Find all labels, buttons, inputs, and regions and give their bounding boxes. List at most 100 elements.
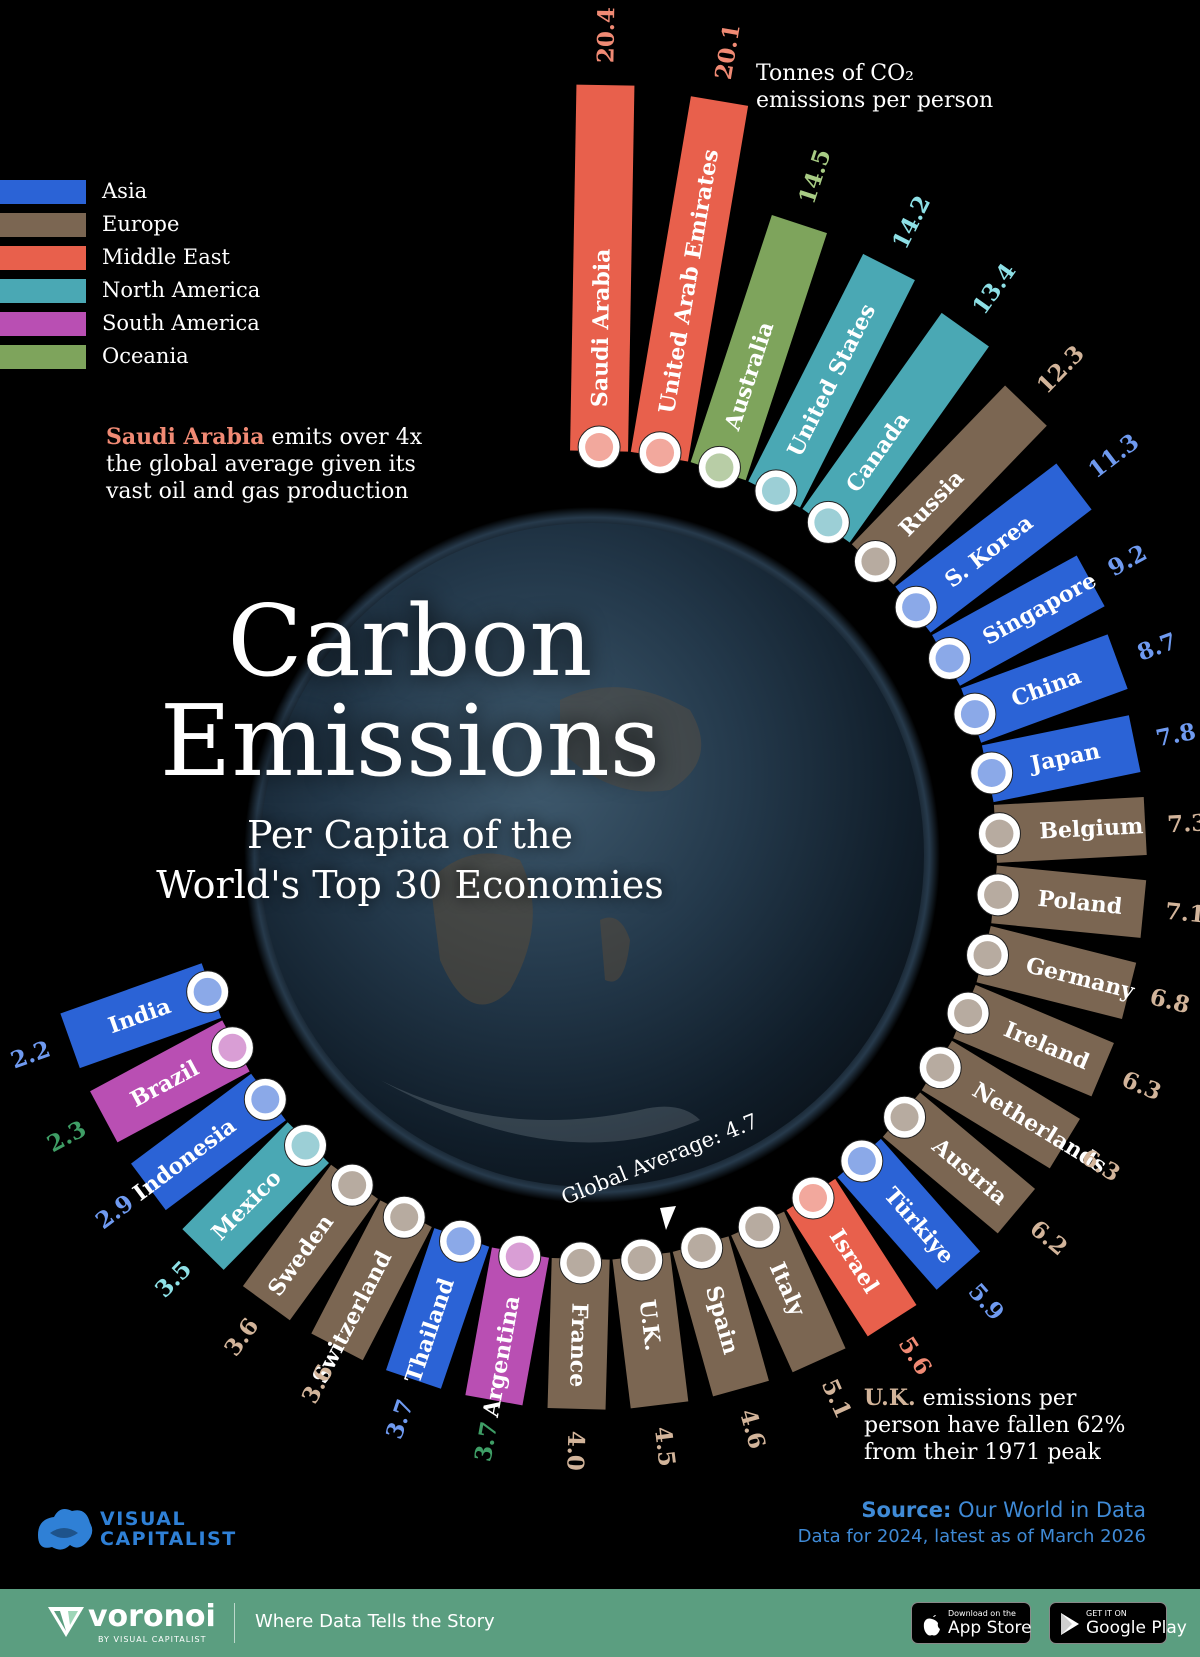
visual-capitalist-logo[interactable]: VISUAL CAPITALIST (34, 1505, 244, 1553)
value-label-poland: 7.1 (1164, 898, 1200, 929)
flag-italy-icon (737, 1205, 781, 1249)
value-label-india: 2.2 (7, 1036, 54, 1075)
footer-bar: voronoi BY VISUAL CAPITALIST Where Data … (0, 1589, 1200, 1657)
flag-australia-icon (697, 445, 741, 489)
value-label-u-k: 4.5 (649, 1425, 681, 1468)
flag-ireland-icon (946, 991, 990, 1035)
bar-rect-italy (731, 1211, 846, 1373)
flag-sweden-icon (330, 1163, 374, 1207)
bar-india (60, 963, 222, 1069)
source-text: Our World in Data (951, 1498, 1146, 1522)
bar-poland (991, 865, 1147, 938)
source-line: Source: Our World in Data (798, 1498, 1146, 1522)
flag-canada-icon (806, 500, 850, 544)
value-label-canada: 13.4 (967, 258, 1021, 319)
google-play-big: Google Play (1086, 1618, 1187, 1638)
voronoi-name: voronoi (88, 1599, 216, 1634)
footer-divider (234, 1603, 235, 1643)
value-label-sweden: 3.6 (219, 1313, 264, 1361)
value-label-israel: 5.6 (893, 1332, 937, 1380)
value-label-germany: 6.8 (1147, 983, 1192, 1019)
flag-u-k-icon (620, 1238, 664, 1282)
google-play-button[interactable]: GET IT ON Google Play (1049, 1602, 1187, 1644)
flag-poland-icon (976, 873, 1020, 917)
note-highlight-saudi: Saudi Arabia (106, 424, 265, 450)
voronoi-mark-icon (48, 1607, 84, 1637)
vc-line-1: VISUAL (100, 1508, 187, 1530)
legend-swatch (0, 246, 86, 270)
value-label-china: 8.7 (1134, 628, 1181, 667)
flag-netherlands-icon (918, 1046, 962, 1090)
bar-rect-spain (672, 1236, 769, 1397)
voronoi-sub: BY VISUAL CAPITALIST (98, 1635, 207, 1644)
value-label-australia: 14.5 (793, 146, 836, 208)
value-label-ireland: 6.3 (1118, 1066, 1165, 1106)
bar-rect-australia (690, 215, 827, 481)
source-block: Source: Our World in Data Data for 2024,… (798, 1498, 1146, 1547)
app-store-button[interactable]: Download on the App Store (911, 1602, 1032, 1644)
bar-rect-france (547, 1258, 610, 1410)
value-label-russia: 12.3 (1032, 340, 1090, 399)
value-label-saudi-arabia: 20.4 (592, 7, 620, 63)
bar-rect-belgium (993, 797, 1147, 863)
flag-united-states-icon (754, 469, 798, 513)
flag-china-icon (953, 692, 997, 736)
bar-japan (981, 715, 1141, 803)
bar-rect-netherlands (921, 1040, 1080, 1169)
legend-swatch (0, 345, 86, 369)
legend-swatch (0, 279, 86, 303)
bar-united-arab-emirates (630, 96, 749, 462)
source-date: Data for 2024, latest as of March 2026 (797, 1526, 1146, 1547)
bar-united-states (748, 253, 915, 508)
flag-indonesia-icon (243, 1077, 287, 1121)
bar-rect-thailand (386, 1228, 490, 1389)
flag-s-korea-icon (894, 585, 938, 629)
flag-switzerland-icon (382, 1195, 426, 1239)
value-label-belgium: 7.3 (1167, 809, 1200, 838)
uk-note: U.K. emissions per person have fallen 62… (864, 1385, 1154, 1466)
flag-mexico-icon (284, 1124, 328, 1168)
bar-canada (802, 312, 989, 543)
note-highlight-uk: U.K. (864, 1385, 916, 1411)
bar-rect-brazil (90, 1020, 250, 1143)
bar-rect-singapore (932, 555, 1105, 686)
legend-swatch (0, 312, 86, 336)
value-label-japan: 7.8 (1154, 718, 1199, 752)
flag-belgium-icon (977, 812, 1021, 856)
bar-thailand (386, 1228, 490, 1389)
value-label-france: 4.0 (561, 1430, 589, 1471)
bar-russia (851, 385, 1047, 585)
note-text-uk: emissions per person have fallen 62% fro… (864, 1386, 1126, 1465)
bar-rect-united-arab-emirates (630, 96, 749, 462)
bar-spain (672, 1236, 769, 1397)
bar-label-saudi-arabia: Saudi Arabia (587, 248, 616, 407)
apple-icon (923, 1615, 940, 1636)
note-text-saudi: emits over 4x the global average given i… (106, 425, 423, 504)
flag-brazil-icon (210, 1026, 254, 1070)
bar-rect-germany (976, 925, 1137, 1020)
bar-rect-argentina (465, 1247, 549, 1406)
value-label-indonesia: 2.9 (91, 1189, 139, 1235)
bar-label-belgium: Belgium (1039, 813, 1144, 844)
bar-u-k (612, 1252, 689, 1409)
title-block: Carbon Emissions Per Capita of the World… (110, 592, 710, 910)
bar-china (961, 634, 1128, 743)
value-label-singapore: 9.2 (1103, 539, 1151, 582)
legend-label: South America (102, 311, 260, 335)
app-store-small: Download on the (948, 1609, 1016, 1618)
unit-line-1: Tonnes of CO₂ (756, 61, 914, 86)
bar-netherlands (921, 1040, 1080, 1169)
chart-subtitle: Per Capita of the World's Top 30 Economi… (110, 810, 710, 910)
flag-argentina-icon (498, 1235, 542, 1279)
flag-israel-icon (791, 1176, 835, 1220)
flag-spain-icon (680, 1226, 724, 1270)
tagline: Where Data Tells the Story (255, 1611, 495, 1632)
bar-label-u-k: U.K. (634, 1298, 666, 1352)
legend-label: Europe (102, 212, 180, 236)
bar-france (547, 1258, 610, 1410)
value-label-brazil: 2.3 (43, 1115, 91, 1158)
flag-singapore-icon (928, 636, 972, 680)
value-label-mexico: 3.5 (150, 1256, 197, 1303)
bar-s-korea (895, 463, 1092, 633)
flag-austria-icon (883, 1095, 927, 1139)
